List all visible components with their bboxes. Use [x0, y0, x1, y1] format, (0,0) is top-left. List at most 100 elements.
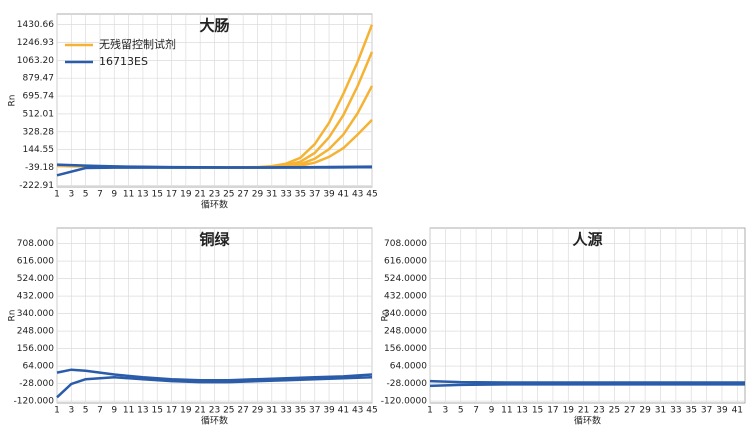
x-tick-label: 1	[54, 190, 60, 200]
x-tick-label: 5	[83, 406, 89, 416]
y-tick-label: 64.000	[23, 362, 55, 372]
legend-label: 16713ES	[99, 55, 148, 68]
chart-title: 人源	[572, 231, 602, 249]
y-tick-label: 616.000	[17, 257, 54, 267]
y-tick-label: 512.01	[23, 109, 55, 119]
y-tick-label: 144.55	[23, 145, 55, 155]
x-tick-label: 19	[563, 406, 575, 416]
y-tick-label: 616.0000	[384, 257, 427, 267]
x-tick-label: 15	[152, 190, 163, 200]
x-tick-label: 27	[237, 406, 248, 416]
y-tick-label: -39.18	[25, 163, 54, 173]
x-tick-label: 25	[223, 190, 234, 200]
y-tick-label: 1063.20	[17, 56, 54, 66]
x-tick-label: 7	[97, 406, 103, 416]
x-tick-label: 21	[578, 406, 589, 416]
y-tick-label: -28.000	[19, 379, 54, 389]
y-tick-label: 248.000	[17, 327, 54, 337]
x-tick-label: 13	[137, 406, 148, 416]
x-tick-label: 31	[266, 406, 277, 416]
x-tick-label: 23	[209, 406, 220, 416]
x-tick-label: 27	[237, 190, 248, 200]
y-tick-label: 432.0000	[384, 292, 427, 302]
x-tick-label: 45	[366, 406, 377, 416]
x-tick-label: 33	[280, 406, 291, 416]
x-tick-label: 23	[209, 190, 220, 200]
x-tick-label: 3	[442, 406, 448, 416]
x-tick-label: 37	[309, 190, 320, 200]
x-tick-label: 19	[180, 190, 192, 200]
x-tick-label: 37	[701, 406, 712, 416]
x-tick-label: 29	[252, 190, 264, 200]
x-tick-label: 21	[194, 406, 205, 416]
x-tick-label: 17	[166, 190, 177, 200]
x-tick-label: 11	[123, 406, 134, 416]
x-tick-label: 33	[280, 190, 291, 200]
y-tick-label: 708.0000	[384, 239, 427, 249]
y-tick-label: -28.0000	[387, 379, 428, 389]
y-axis-label: Rn	[8, 310, 18, 322]
x-tick-label: 39	[716, 406, 728, 416]
x-tick-label: 35	[295, 406, 306, 416]
x-tick-label: 25	[609, 406, 620, 416]
x-axis-label: 循环数	[201, 415, 228, 427]
x-tick-label: 3	[68, 406, 74, 416]
x-tick-label: 15	[532, 406, 543, 416]
x-tick-label: 27	[624, 406, 635, 416]
data-line	[56, 368, 373, 382]
x-tick-label: 39	[323, 190, 335, 200]
x-tick-label: 43	[352, 406, 363, 416]
x-tick-label: 35	[685, 406, 696, 416]
x-tick-label: 45	[366, 190, 377, 200]
x-tick-label: 1	[427, 406, 433, 416]
x-tick-label: 43	[352, 190, 363, 200]
x-tick-label: 11	[501, 406, 512, 416]
y-axis-label: Rn	[8, 95, 18, 107]
data-line	[56, 376, 373, 399]
y-axis-label: Rn	[381, 310, 391, 322]
x-tick-label: 35	[295, 190, 306, 200]
x-tick-label: 13	[516, 406, 527, 416]
y-tick-label: 879.47	[23, 74, 55, 84]
x-axis-label: 循环数	[574, 415, 601, 427]
y-tick-label: -120.0000	[381, 397, 427, 407]
x-tick-label: 31	[266, 190, 277, 200]
x-tick-label: 17	[547, 406, 558, 416]
data-line	[429, 379, 745, 384]
y-tick-label: 695.74	[23, 92, 55, 102]
x-tick-label: 31	[655, 406, 666, 416]
y-tick-label: 1246.93	[17, 38, 54, 48]
x-tick-label: 29	[252, 406, 264, 416]
y-tick-label: 340.0000	[384, 309, 427, 319]
x-tick-label: 25	[223, 406, 234, 416]
y-tick-label: 708.000	[17, 239, 54, 249]
x-tick-label: 9	[111, 190, 117, 200]
x-tick-label: 33	[670, 406, 681, 416]
data-line	[429, 383, 745, 388]
x-tick-label: 41	[732, 406, 743, 416]
x-tick-label: 15	[152, 406, 163, 416]
y-tick-label: 340.000	[17, 309, 54, 319]
x-tick-label: 7	[97, 190, 103, 200]
y-tick-label: 156.000	[17, 344, 54, 354]
y-tick-label: 64.0000	[390, 362, 427, 372]
y-tick-label: 524.0000	[384, 274, 427, 284]
x-tick-label: 17	[166, 406, 177, 416]
y-tick-label: 156.0000	[384, 344, 427, 354]
x-tick-label: 21	[194, 190, 205, 200]
x-tick-label: 41	[338, 190, 349, 200]
x-tick-label: 3	[68, 190, 74, 200]
x-tick-label: 23	[593, 406, 604, 416]
y-tick-label: 328.28	[23, 127, 55, 137]
x-tick-label: 19	[180, 406, 192, 416]
y-tick-label: 248.0000	[384, 327, 427, 337]
y-tick-label: 524.000	[17, 274, 54, 284]
x-tick-label: 41	[338, 406, 349, 416]
x-tick-label: 13	[137, 190, 148, 200]
x-tick-label: 7	[473, 406, 479, 416]
x-tick-label: 9	[111, 406, 117, 416]
chart-title: 大肠	[199, 17, 229, 35]
y-tick-label: -120.000	[14, 397, 55, 407]
y-tick-label: -222.91	[19, 181, 54, 191]
